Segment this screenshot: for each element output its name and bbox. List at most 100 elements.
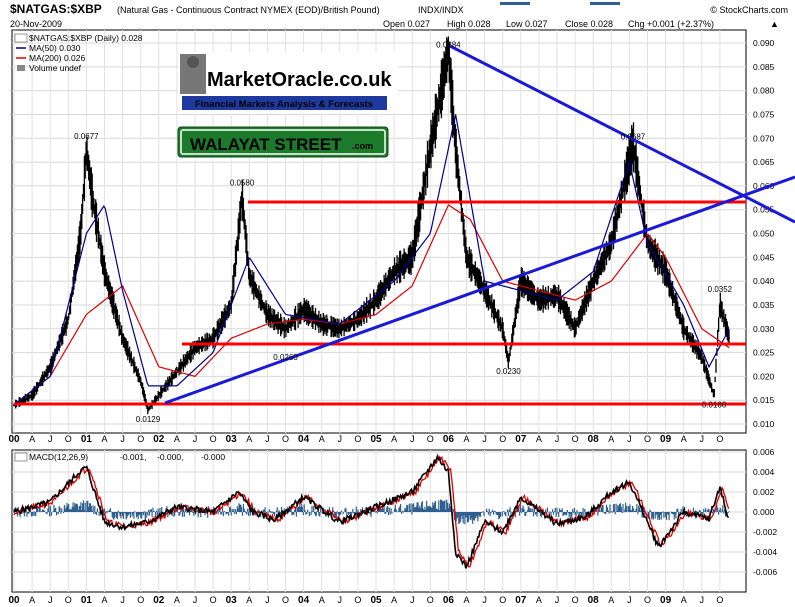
chart-symbol: $NATGAS:$XBP (10, 2, 102, 16)
macd-line-series (13, 453, 730, 569)
price-grid (12, 30, 746, 433)
price-x-tick-label: O (716, 434, 723, 444)
macd-x-tick-label: O (716, 595, 723, 605)
macd-y-tick-label: 0.002 (753, 487, 775, 497)
macd-legend: MACD(12,26,9) -0.001, -0.000, -0.000 (14, 452, 225, 462)
price-point (121, 337, 124, 340)
price-x-tick-label: 08 (588, 434, 600, 445)
price-annotation-label: 0.0580 (230, 178, 255, 187)
macd-x-tick-label: O (572, 595, 579, 605)
macd-grid (12, 450, 746, 592)
price-point (632, 143, 634, 146)
price-x-tick-label: A (681, 434, 687, 444)
price-y-tick-label: 0.090 (753, 38, 775, 48)
macd-x-tick-label: J (410, 595, 415, 605)
price-legend: $NATGAS:$XBP (Daily) 0.028 MA(50) 0.030 … (14, 33, 143, 73)
walayat-com-text: .com (352, 141, 373, 151)
price-y-tick-label: 0.030 (753, 324, 775, 334)
price-point (85, 148, 88, 151)
price-point (49, 366, 51, 368)
price-point (713, 394, 715, 397)
price-x-tick-label: J (627, 434, 632, 444)
price-point (91, 194, 93, 197)
price-y-tick-label: 0.065 (753, 157, 775, 167)
price-x-tick-label: 04 (298, 434, 310, 445)
price-x-tick-label: 07 (515, 434, 527, 445)
price-x-tick-label: J (265, 434, 270, 444)
macd-x-tick-label: A (608, 595, 614, 605)
macd-x-tick-label: 01 (81, 595, 93, 606)
price-x-tick-label: 02 (153, 434, 165, 445)
price-x-tick-label: A (174, 434, 180, 444)
macd-x-tick-label: A (174, 595, 180, 605)
macd-y-tick-label: 0.004 (753, 467, 775, 477)
price-point (241, 194, 243, 197)
header-bar (590, 2, 620, 5)
price-y-tick-label: 0.045 (753, 252, 775, 262)
macd-x-tick-label: 02 (153, 595, 165, 606)
high-value: High 0.028 (447, 19, 491, 29)
market-oracle-title: MarketOracle.co.uk (207, 69, 392, 91)
price-y-tick-label: 0.025 (753, 348, 775, 358)
price-annotation-label: 0.0687 (621, 132, 646, 141)
price-x-tick-label: J (700, 434, 705, 444)
macd-y-tick-label: 0.006 (753, 447, 775, 457)
macd-x-tick-label: A (101, 595, 107, 605)
price-point (574, 327, 576, 330)
macd-x-tick-label: 07 (515, 595, 527, 606)
legend-ma50: MA(50) 0.030 (29, 43, 81, 53)
macd-x-tick-label: J (338, 595, 343, 605)
price-x-tick-label: J (120, 434, 125, 444)
price-y-tick-label: 0.035 (753, 300, 775, 310)
price-point (31, 394, 33, 397)
macd-x-tick-label: J (700, 595, 705, 605)
macd-value: -0.001, (120, 452, 146, 462)
macd-x-tick-label: J (555, 595, 560, 605)
price-y-tick-label: 0.060 (753, 181, 775, 191)
price-point (507, 361, 510, 363)
macd-x-tick-label: A (463, 595, 469, 605)
ma200-line (13, 203, 730, 406)
price-x-tick-label: 05 (370, 434, 382, 445)
macd-legend-swatch (14, 452, 28, 462)
change-value: Chg +0.001 (+2.37%) (628, 19, 714, 29)
legend-main: $NATGAS:$XBP (Daily) 0.028 (29, 33, 143, 43)
trendline-rising (164, 175, 795, 405)
street-sign-background (177, 126, 389, 158)
price-x-tick-label: O (644, 434, 651, 444)
price-point (212, 337, 214, 340)
price-annotation-label: 0.0677 (74, 132, 99, 141)
macd-x-tick-label: O (65, 595, 72, 605)
price-point (339, 327, 341, 330)
price-x-tick-label: A (319, 434, 325, 444)
price-x-tick-label: A (608, 434, 614, 444)
header-bar (500, 2, 530, 5)
price-point (483, 289, 486, 292)
open-value: Open 0.027 (383, 19, 430, 29)
price-x-tick-label: 06 (443, 434, 455, 445)
price-y-tick-label: 0.080 (753, 86, 775, 96)
price-y-tick-label: 0.050 (753, 229, 775, 239)
price-x-tick-label: 09 (660, 434, 672, 445)
price-x-tick-label: A (536, 434, 542, 444)
price-point (728, 337, 731, 340)
price-point (67, 318, 70, 321)
macd-x-tick-label: J (265, 595, 270, 605)
macd-x-tick-label: J (193, 595, 198, 605)
price-point (701, 356, 703, 359)
price-point (375, 299, 377, 301)
macd-signal-value: -0.000, (157, 452, 183, 462)
price-point (454, 146, 457, 149)
price-x-tick-label: A (391, 434, 397, 444)
price-x-tick-label: O (65, 434, 72, 444)
price-x-tick-label: O (572, 434, 579, 444)
price-annotation-label: 0.0230 (496, 367, 521, 376)
price-point (320, 323, 323, 325)
price-annotation-label: 0.0129 (136, 415, 161, 424)
price-y-tick-label: 0.085 (753, 62, 775, 72)
macd-x-tick-label: 06 (443, 595, 455, 606)
price-x-tick-label: A (463, 434, 469, 444)
macd-y-tick-label: 0.000 (753, 507, 775, 517)
price-y-tick-label: 0.075 (753, 109, 775, 119)
price-y-tick-label: 0.015 (753, 395, 775, 405)
